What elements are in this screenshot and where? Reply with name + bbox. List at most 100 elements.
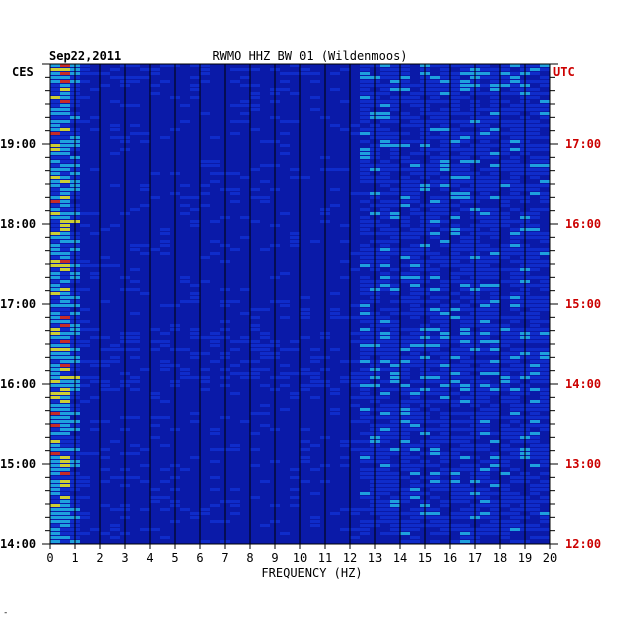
spectrogram-cell bbox=[490, 208, 500, 211]
spectrogram-cell bbox=[380, 320, 390, 323]
spectrogram-cell bbox=[260, 344, 270, 347]
spectrogram-cell bbox=[60, 172, 70, 175]
spectrogram-cell bbox=[490, 344, 500, 347]
spectrogram-cell bbox=[410, 120, 420, 123]
spectrogram-cell bbox=[500, 352, 510, 355]
spectrogram-cell bbox=[100, 388, 110, 391]
spectrogram-cell bbox=[240, 104, 250, 107]
spectrogram-cell bbox=[530, 276, 540, 279]
spectrogram-cell bbox=[60, 372, 70, 375]
spectrogram-cell bbox=[200, 352, 210, 355]
spectrogram-cell bbox=[390, 504, 400, 507]
spectrogram-cell bbox=[410, 468, 420, 471]
spectrogram-cell bbox=[430, 268, 440, 271]
spectrogram-cell bbox=[150, 248, 160, 251]
spectrogram-cell bbox=[380, 480, 390, 483]
spectrogram-cell bbox=[430, 184, 440, 187]
spectrogram-cell bbox=[260, 412, 270, 415]
spectrogram-cell bbox=[60, 368, 70, 371]
spectrogram-cell bbox=[90, 428, 100, 431]
spectrogram-cell bbox=[450, 468, 460, 471]
x-tick-label: 2 bbox=[96, 551, 103, 565]
spectrogram-cell bbox=[90, 232, 100, 235]
spectrogram-cell bbox=[510, 276, 520, 279]
spectrogram-cell bbox=[60, 272, 70, 275]
spectrogram-cell bbox=[460, 296, 470, 299]
spectrogram-cell bbox=[390, 76, 400, 79]
spectrogram-cell bbox=[540, 456, 550, 459]
spectrogram-cell bbox=[430, 512, 440, 515]
spectrogram-cell bbox=[490, 468, 500, 471]
spectrogram-cell bbox=[440, 112, 450, 115]
spectrogram-cell bbox=[490, 324, 500, 327]
spectrogram-cell bbox=[440, 136, 450, 139]
spectrogram-cell bbox=[500, 532, 510, 535]
spectrogram-cell bbox=[310, 524, 320, 527]
spectrogram-cell bbox=[340, 528, 350, 531]
spectrogram-cell bbox=[280, 120, 290, 123]
spectrogram-cell bbox=[190, 292, 200, 295]
spectrogram-cell bbox=[460, 72, 470, 75]
spectrogram-cell bbox=[510, 452, 520, 455]
spectrogram-cell bbox=[490, 80, 500, 83]
spectrogram-cell bbox=[540, 100, 550, 103]
spectrogram-cell bbox=[100, 364, 110, 367]
spectrogram-cell bbox=[360, 148, 370, 151]
spectrogram-cell bbox=[60, 200, 70, 203]
spectrogram-cell bbox=[430, 120, 440, 123]
spectrogram-cell bbox=[430, 352, 440, 355]
spectrogram-cell bbox=[180, 280, 190, 283]
spectrogram-cell bbox=[410, 524, 420, 527]
spectrogram-cell bbox=[500, 384, 510, 387]
spectrogram-cell bbox=[150, 436, 160, 439]
spectrogram-cell bbox=[380, 184, 390, 187]
spectrogram-cell bbox=[500, 504, 510, 507]
spectrogram-cell bbox=[510, 120, 520, 123]
spectrogram-cell bbox=[540, 484, 550, 487]
spectrogram-cell bbox=[110, 152, 120, 155]
spectrogram-cell bbox=[380, 488, 390, 491]
spectrogram-cell bbox=[390, 476, 400, 479]
spectrogram-cell bbox=[450, 212, 460, 215]
spectrogram-cell bbox=[360, 416, 370, 419]
spectrogram-cell bbox=[460, 540, 470, 543]
spectrogram-cell bbox=[260, 308, 270, 311]
spectrogram-cell bbox=[60, 240, 70, 243]
spectrogram-cell bbox=[140, 184, 150, 187]
spectrogram-cell bbox=[410, 244, 420, 247]
spectrogram-cell bbox=[60, 256, 70, 259]
spectrogram-cell bbox=[90, 88, 100, 91]
spectrogram-cell bbox=[500, 132, 510, 135]
spectrogram-cell bbox=[200, 204, 210, 207]
spectrogram-cell bbox=[530, 404, 540, 407]
spectrogram-cell bbox=[280, 132, 290, 135]
spectrogram-cell bbox=[540, 448, 550, 451]
spectrogram-cell bbox=[360, 408, 370, 411]
spectrogram-cell bbox=[440, 92, 450, 95]
spectrogram-cell bbox=[60, 276, 70, 279]
spectrogram-cell bbox=[530, 164, 540, 167]
spectrogram-cell bbox=[500, 248, 510, 251]
spectrogram-cell bbox=[50, 444, 60, 447]
spectrogram-cell bbox=[540, 252, 550, 255]
spectrogram-cell bbox=[450, 348, 460, 351]
spectrogram-cell bbox=[390, 508, 400, 511]
spectrogram-cell bbox=[110, 356, 120, 359]
spectrogram-cell bbox=[490, 108, 500, 111]
spectrogram-cell bbox=[180, 184, 190, 187]
spectrogram-cell bbox=[440, 88, 450, 91]
spectrogram-cell bbox=[530, 360, 540, 363]
spectrogram-cell bbox=[450, 308, 460, 311]
spectrogram-cell bbox=[360, 232, 370, 235]
spectrogram-cell bbox=[490, 120, 500, 123]
spectrogram-cell bbox=[450, 88, 460, 91]
spectrogram-cell bbox=[530, 104, 540, 107]
spectrogram-cell bbox=[80, 344, 90, 347]
spectrogram-cell bbox=[500, 356, 510, 359]
spectrogram-cell bbox=[50, 340, 60, 343]
spectrogram-cell bbox=[490, 352, 500, 355]
spectrogram-cell bbox=[480, 432, 490, 435]
spectrogram-cell bbox=[50, 204, 60, 207]
spectrogram-cell bbox=[190, 300, 200, 303]
spectrogram-cell bbox=[340, 316, 350, 319]
